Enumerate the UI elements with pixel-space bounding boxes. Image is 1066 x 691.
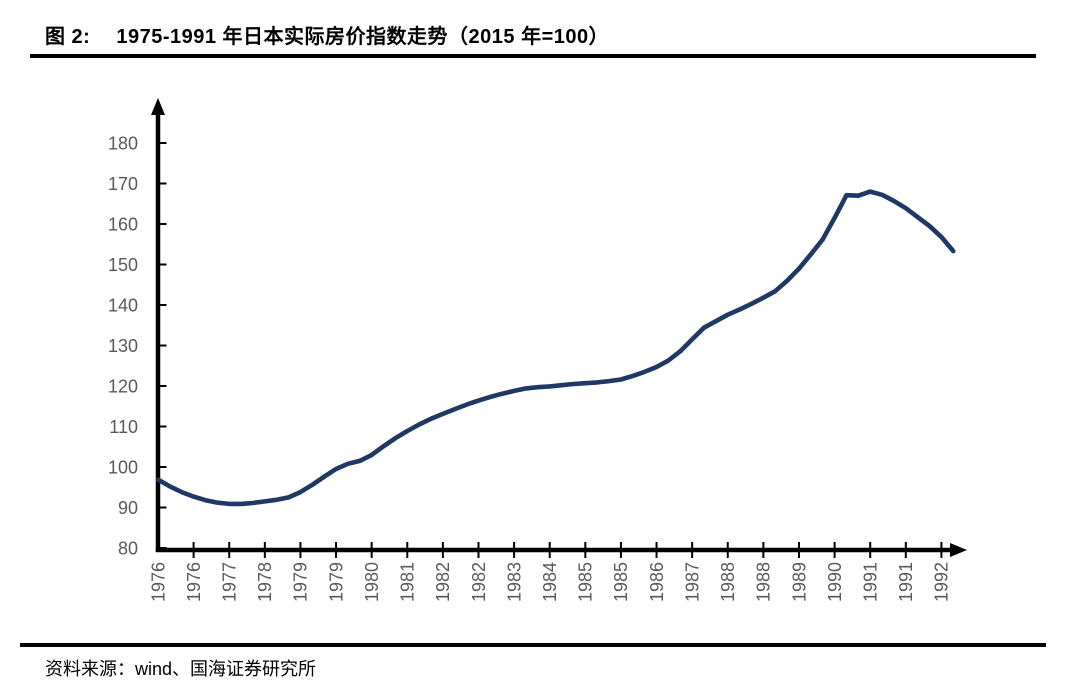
x-axis-label: 1989 — [789, 562, 809, 602]
y-axis-label: 110 — [109, 417, 138, 437]
figure-number-label: 图 2: — [45, 26, 91, 48]
x-axis-label: 1988 — [754, 562, 774, 602]
x-axis-label: 1991 — [861, 562, 881, 602]
x-axis-label: 1988 — [718, 562, 738, 602]
x-axis-label: 1981 — [398, 562, 418, 602]
price-index-line — [155, 189, 956, 507]
price-index-chart: 80 90 100 110 120 130 140 150 160 170 180 1976 1976 1… — [108, 98, 967, 602]
x-axis-label: 1985 — [611, 562, 631, 602]
y-axis-label: 160 — [108, 214, 138, 234]
y-axis-label: 130 — [108, 336, 138, 356]
x-axis-label: 1979 — [326, 562, 346, 602]
source-text: 资料来源：wind、国海证券研究所 — [45, 659, 317, 679]
x-axis-label: 1985 — [576, 562, 596, 602]
x-axis-label: 1977 — [220, 562, 240, 602]
x-axis-label: 1987 — [682, 562, 702, 602]
figure-title: 1975-1991 年日本实际房价指数走势（2015 年=100） — [116, 26, 610, 48]
x-axis-label: 1986 — [647, 562, 667, 602]
x-axis-label: 1982 — [433, 562, 453, 602]
y-axis-label: 180 — [108, 133, 138, 153]
x-axis-label: 1982 — [469, 562, 489, 602]
x-axis-label: 1976 — [184, 562, 204, 602]
source-note: 资料来源：wind、国海证券研究所 — [45, 655, 316, 681]
figure-header: 图 2: 1975-1991 年日本实际房价指数走势（2015 年=100） — [45, 20, 1035, 49]
y-axis-label: 150 — [108, 255, 138, 275]
x-axis-label: 1979 — [291, 562, 311, 602]
chart-area: 80 90 100 110 120 130 140 150 160 170 180 1976 1976 1… — [0, 60, 1066, 640]
title-rule — [30, 54, 1036, 58]
y-axis-label: 120 — [108, 376, 138, 396]
x-axis-label: 1978 — [255, 562, 275, 602]
x-axis-label: 1992 — [932, 562, 952, 602]
y-axis-label: 90 — [118, 498, 138, 518]
x-axis-label: 1976 — [148, 562, 168, 602]
y-axis-label: 140 — [108, 295, 138, 315]
y-axis-label: 170 — [108, 174, 138, 194]
x-axis-label: 1983 — [504, 562, 524, 602]
x-axis-label: 1980 — [362, 562, 382, 602]
x-axis-label: 1984 — [540, 562, 560, 602]
x-axis-arrowhead-icon — [950, 543, 967, 557]
y-axis-label: 100 — [108, 457, 138, 477]
x-axis-label: 1990 — [825, 562, 845, 602]
y-axis-arrowhead-icon — [151, 98, 165, 115]
x-axis-label: 1991 — [896, 562, 916, 602]
footer-rule — [20, 643, 1046, 647]
y-axis-label: 80 — [118, 538, 138, 558]
